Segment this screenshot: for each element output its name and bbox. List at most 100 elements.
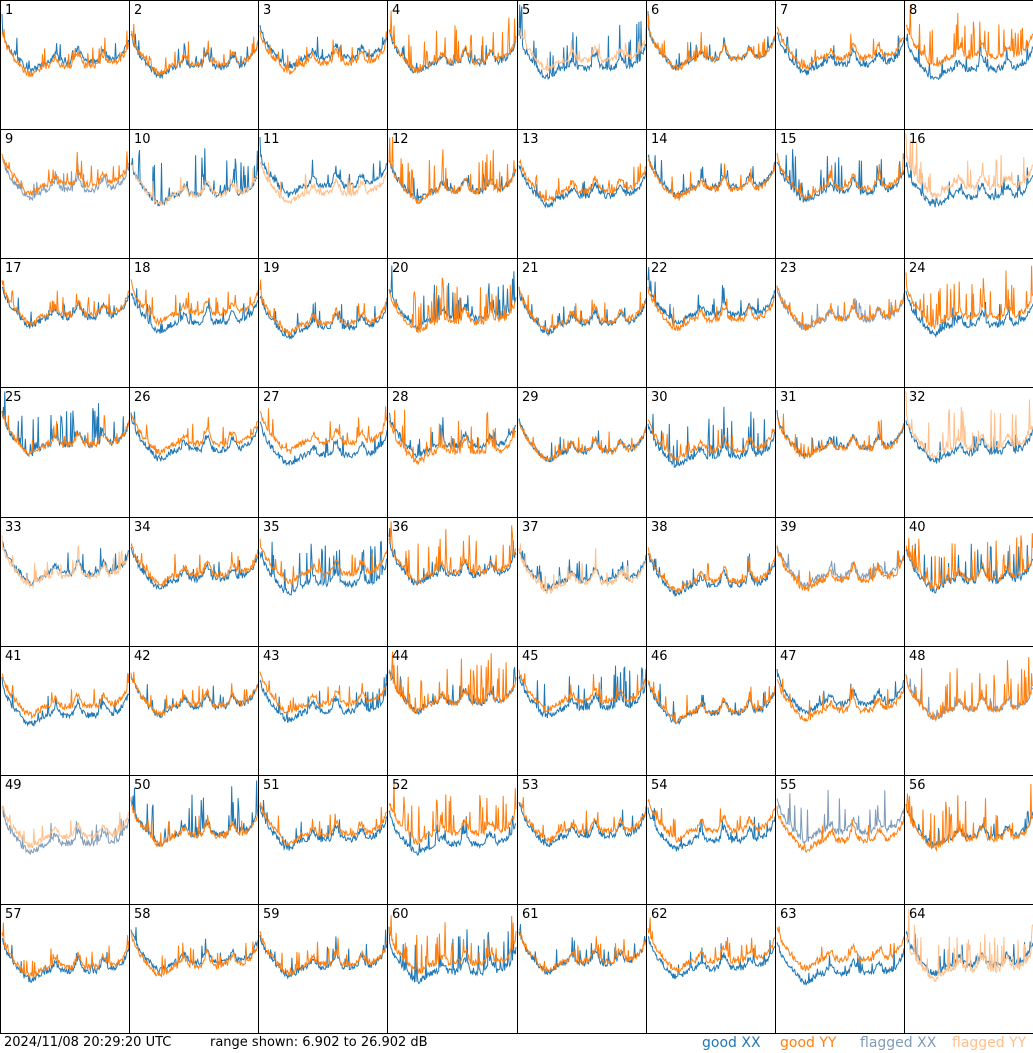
panel-48: 48 (904, 646, 1033, 776)
good-yy-line-45 (518, 669, 646, 714)
good-yy-line-63 (776, 926, 904, 972)
panel-number-14: 14 (651, 132, 668, 147)
panel-plot-18 (130, 279, 258, 334)
good-xx-line-21 (518, 286, 646, 337)
good-yy-line-53 (518, 796, 646, 843)
panel-39: 39 (775, 517, 905, 647)
good-xx-line-38 (647, 552, 775, 597)
panel-15: 15 (775, 129, 905, 259)
panel-number-63: 63 (780, 907, 797, 922)
good-yy-line-7 (776, 26, 904, 71)
panel-21: 21 (517, 258, 647, 388)
good-yy-line-19 (259, 279, 387, 335)
flagged-yy-line-32 (905, 391, 1033, 460)
good-xx-line-15 (776, 149, 904, 203)
good-yy-line-29 (518, 420, 646, 463)
panel-18: 18 (129, 258, 259, 388)
good-yy-line-6 (647, 14, 775, 72)
panel-58: 58 (129, 904, 259, 1034)
panel-plot-23 (776, 285, 904, 331)
good-yy-line-38 (647, 547, 775, 595)
good-yy-line-17 (1, 280, 129, 327)
good-yy-line-4 (388, 10, 517, 74)
flagged-yy-line-16 (905, 133, 1033, 200)
panel-5: 5 (517, 0, 647, 130)
panel-number-19: 19 (263, 261, 280, 276)
panel-number-55: 55 (780, 778, 797, 793)
good-yy-line-34 (130, 542, 258, 587)
panel-plot-25 (1, 391, 129, 457)
panel-plot-17 (1, 280, 129, 329)
panel-number-13: 13 (522, 132, 539, 147)
good-xx-line-45 (518, 665, 646, 719)
legend-flagged-yy: flagged YY (952, 1035, 1027, 1051)
panel-plot-8 (905, 4, 1033, 81)
panel-43: 43 (258, 646, 388, 776)
panel-number-25: 25 (5, 390, 22, 405)
panel-plot-39 (776, 545, 904, 592)
flagged-yy-line-33 (1, 535, 129, 589)
panel-number-64: 64 (909, 907, 926, 922)
good-yy-line-23 (776, 286, 904, 331)
panel-11: 11 (258, 129, 388, 259)
panel-16: 16 (904, 129, 1033, 259)
good-yy-line-12 (388, 136, 517, 205)
panel-number-54: 54 (651, 778, 668, 793)
good-yy-line-14 (647, 157, 775, 201)
panel-plot-10 (130, 148, 258, 207)
panel-number-57: 57 (5, 907, 22, 922)
panel-number-33: 33 (5, 520, 22, 535)
panel-number-59: 59 (263, 907, 280, 922)
panel-19: 19 (258, 258, 388, 388)
panel-53: 53 (517, 775, 647, 905)
panel-number-7: 7 (780, 3, 789, 18)
good-yy-line-22 (647, 286, 775, 332)
good-yy-line-56 (905, 783, 1033, 852)
panel-8: 8 (904, 0, 1033, 130)
panel-number-17: 17 (5, 261, 22, 276)
panel-26: 26 (129, 387, 259, 518)
good-yy-line-20 (388, 277, 517, 334)
flagged-yy-line-10 (130, 163, 258, 207)
good-yy-line-48 (905, 656, 1033, 722)
good-xx-line-26 (130, 411, 258, 462)
good-xx-line-61 (518, 923, 646, 976)
panel-plot-34 (130, 542, 258, 591)
panel-55: 55 (775, 775, 905, 905)
good-yy-line-59 (259, 930, 387, 977)
good-xx-line-24 (905, 290, 1033, 339)
panel-number-31: 31 (780, 390, 797, 405)
good-yy-line-61 (518, 928, 646, 974)
good-xx-line-1 (1, 13, 129, 74)
panel-plot-14 (647, 153, 775, 201)
panel-plot-52 (388, 779, 517, 856)
panel-number-49: 49 (5, 778, 22, 793)
panel-50: 50 (129, 775, 259, 905)
panel-1: 1 (0, 0, 130, 130)
good-yy-line-42 (130, 671, 258, 717)
good-yy-line-15 (776, 153, 904, 199)
good-xx-line-10 (130, 148, 258, 207)
flagged-yy-line-49 (1, 805, 129, 850)
good-xx-line-3 (259, 25, 387, 71)
panel-plot-60 (388, 915, 517, 985)
panel-number-29: 29 (522, 390, 539, 405)
good-yy-line-18 (130, 279, 258, 327)
panel-plot-58 (130, 927, 258, 978)
panel-number-24: 24 (909, 261, 926, 276)
panel-42: 42 (129, 646, 259, 776)
panel-number-34: 34 (134, 520, 151, 535)
panel-3: 3 (258, 0, 388, 130)
good-yy-line-3 (259, 30, 387, 75)
legend-good-xx: good XX (702, 1035, 761, 1051)
panel-plot-37 (518, 543, 646, 595)
panel-plot-45 (518, 665, 646, 719)
panel-plot-36 (388, 521, 517, 586)
panel-plot-38 (647, 547, 775, 597)
panel-9: 9 (0, 129, 130, 259)
panel-number-10: 10 (134, 132, 151, 147)
flagged-yy-line-5 (518, 27, 646, 72)
panel-44: 44 (387, 646, 518, 776)
panel-plot-27 (259, 406, 387, 467)
